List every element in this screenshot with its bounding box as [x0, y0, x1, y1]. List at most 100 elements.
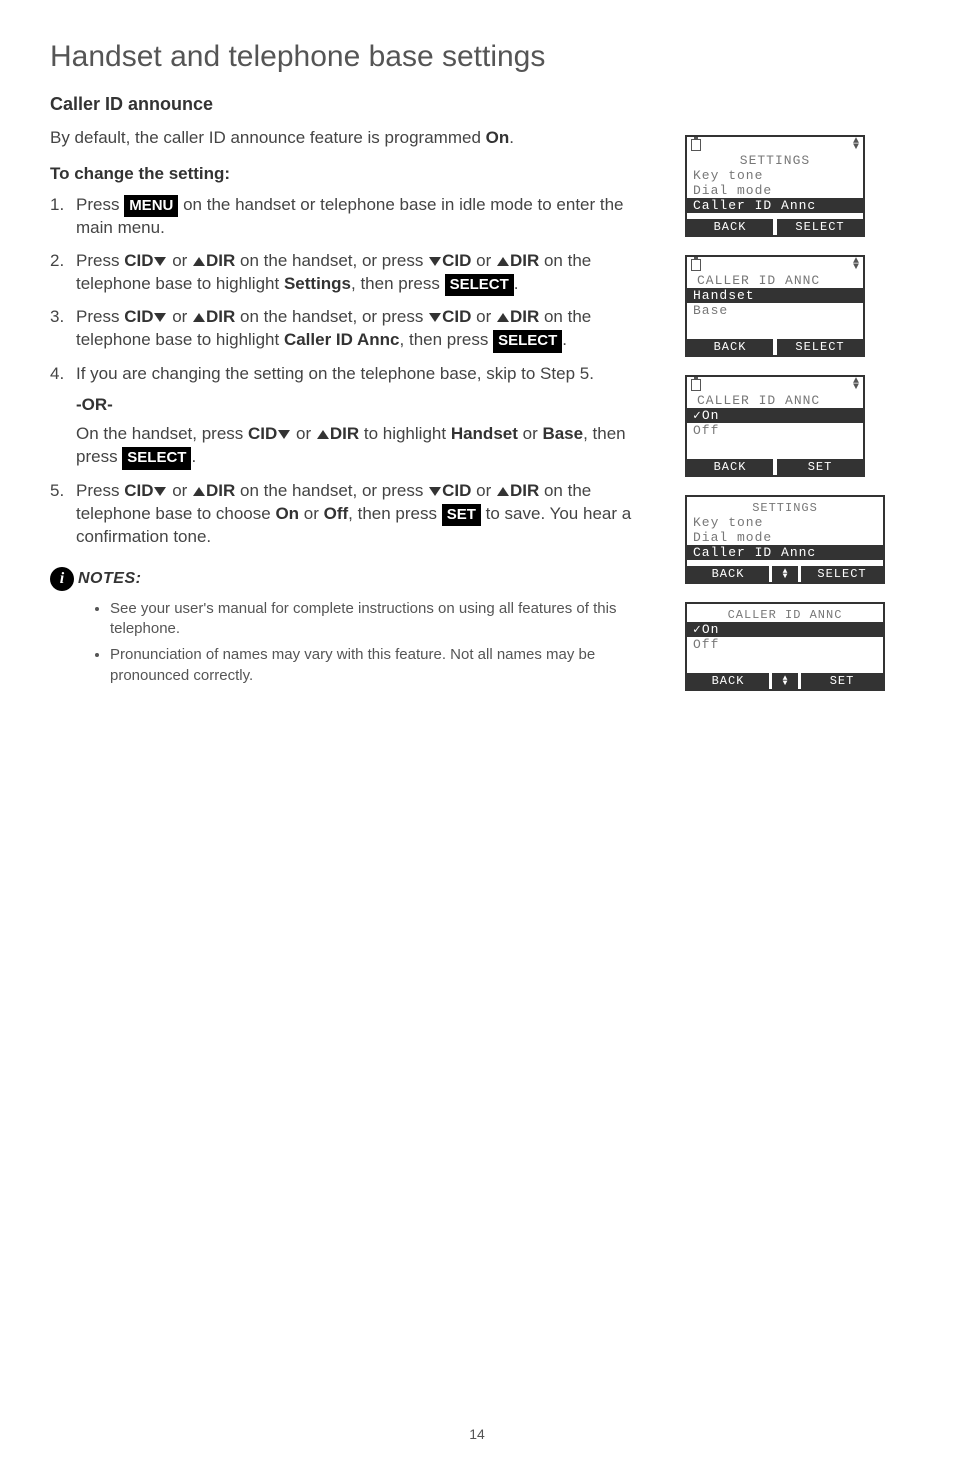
cid-label: CID	[124, 307, 153, 326]
lcd2-select-softkey: SELECT	[777, 339, 863, 355]
caller-id-annc: Caller ID Annc	[284, 330, 400, 349]
cid-label-2: CID	[442, 251, 471, 270]
lcd-screen-2: ▲▼ CALLER ID ANNC Handset Base BACK SELE…	[685, 255, 865, 357]
period: .	[562, 330, 567, 349]
scroll-indicator-icon: ▲▼	[853, 379, 859, 391]
lcd4-select-softkey: SELECT	[801, 566, 883, 582]
lcd3-spacer	[687, 438, 863, 453]
lcd5-back-softkey: BACK	[687, 673, 769, 689]
s3or: or	[167, 307, 192, 326]
battery-icon	[691, 139, 701, 151]
dir-label-2: DIR	[510, 251, 539, 270]
s3then: , then press	[400, 330, 494, 349]
step-2: Press CID or DIR on the handset, or pres…	[50, 250, 665, 296]
step-4: If you are changing the setting on the t…	[50, 363, 665, 386]
base-word: Base	[542, 424, 583, 443]
lcd1-statusbar: ▲▼	[687, 137, 863, 153]
cid-label-2: CID	[442, 307, 471, 326]
triangle-down-icon	[278, 430, 290, 439]
hp-b: to highlight	[359, 424, 451, 443]
lcd4-title: SETTINGS	[687, 497, 883, 515]
lcd2-title: CALLER ID ANNC	[687, 273, 863, 288]
s2a: Press	[76, 251, 124, 270]
s5mid: on the handset, or press	[235, 481, 428, 500]
notes-label: NOTES:	[78, 570, 141, 588]
intro-text: By default, the caller ID announce featu…	[50, 127, 665, 150]
lcd3-body: CALLER ID ANNC ✓On Off	[687, 393, 863, 455]
lcd5-body: CALLER ID ANNC ✓On Off	[687, 604, 883, 669]
off-word: Off	[324, 504, 349, 523]
or-divider: -OR-	[50, 395, 665, 415]
dir-label: DIR	[206, 307, 235, 326]
dir-label: DIR	[330, 424, 359, 443]
lcd5-line2: Off	[687, 637, 883, 652]
triangle-up-icon	[193, 313, 205, 322]
note-2: Pronunciation of names may vary with thi…	[110, 645, 665, 686]
cid-label: CID	[248, 424, 277, 443]
s5then: , then press	[348, 504, 442, 523]
lcd5-nav-softkey: ▲▼	[772, 673, 798, 689]
s3c: on the handset, or press	[235, 307, 428, 326]
triangle-up-icon	[497, 313, 509, 322]
lcd5-softkeys: BACK ▲▼ SET	[687, 673, 883, 689]
on-word: On	[275, 504, 299, 523]
select-button-label: SELECT	[445, 274, 514, 296]
s5or2: or	[471, 481, 496, 500]
s2then: , then press	[351, 274, 445, 293]
settings-word: Settings	[284, 274, 351, 293]
notes-list: See your user's manual for complete inst…	[50, 599, 665, 686]
triangle-down-icon	[154, 313, 166, 322]
lcd-screen-5: CALLER ID ANNC ✓On Off BACK ▲▼ SET	[685, 602, 885, 691]
dir-label-2: DIR	[510, 307, 539, 326]
steps-list-2: Press CID or DIR on the handset, or pres…	[50, 480, 665, 549]
set-button-label: SET	[442, 504, 481, 526]
lcd3-back-softkey: BACK	[687, 459, 773, 475]
lcd2-spacer	[687, 318, 863, 333]
page-title: Handset and telephone base settings	[50, 40, 904, 74]
s3a: Press	[76, 307, 124, 326]
lcd2-softkeys: BACK SELECT	[687, 339, 863, 355]
step-1: Press MENU on the handset or telephone b…	[50, 194, 665, 240]
nav-down-icon: ▼	[783, 574, 788, 579]
step-3: Press CID or DIR on the handset, or pres…	[50, 306, 665, 352]
cid-label-2: CID	[442, 481, 471, 500]
menu-button-label: MENU	[124, 195, 178, 217]
triangle-down-icon	[154, 487, 166, 496]
lcd3-set-softkey: SET	[777, 459, 863, 475]
lcd3-title: CALLER ID ANNC	[687, 393, 863, 408]
cid-label: CID	[124, 481, 153, 500]
lcd3-softkeys: BACK SET	[687, 459, 863, 475]
note-1: See your user's manual for complete inst…	[110, 599, 665, 640]
dir-label: DIR	[206, 481, 235, 500]
triangle-up-icon	[497, 257, 509, 266]
s2b2: or	[471, 251, 496, 270]
lcd-screen-4: SETTINGS Key tone Dial mode Caller ID An…	[685, 495, 885, 584]
triangle-down-icon	[429, 313, 441, 322]
s2c: on the handset, or press	[235, 251, 428, 270]
lcd1-body: SETTINGS Key tone Dial mode Caller ID An…	[687, 153, 863, 215]
s3or2: or	[471, 307, 496, 326]
battery-icon	[691, 259, 701, 271]
cid-label: CID	[124, 251, 153, 270]
lcd4-line2: Dial mode	[687, 530, 883, 545]
lcd-screen-1: ▲▼ SETTINGS Key tone Dial mode Caller ID…	[685, 135, 865, 237]
select-button-label: SELECT	[493, 330, 562, 352]
s5a: Press	[76, 481, 124, 500]
lcd3-statusbar: ▲▼	[687, 377, 863, 393]
intro-c: .	[509, 128, 514, 147]
lcd2-line2: Base	[687, 303, 863, 318]
notes-header: i NOTES:	[50, 567, 665, 591]
lcd3-line2: Off	[687, 423, 863, 438]
triangle-down-icon	[154, 257, 166, 266]
scroll-indicator-icon: ▲▼	[853, 139, 859, 151]
lcd5-title: CALLER ID ANNC	[687, 604, 883, 622]
lcd5-line1-highlighted: ✓On	[687, 622, 883, 637]
hp-a: On the handset, press	[76, 424, 248, 443]
lcd4-line1: Key tone	[687, 515, 883, 530]
triangle-up-icon	[193, 487, 205, 496]
lcd2-back-softkey: BACK	[687, 339, 773, 355]
triangle-down-icon	[429, 257, 441, 266]
right-column: ▲▼ SETTINGS Key tone Dial mode Caller ID…	[685, 127, 875, 692]
triangle-up-icon	[193, 257, 205, 266]
lcd1-title: SETTINGS	[687, 153, 863, 168]
